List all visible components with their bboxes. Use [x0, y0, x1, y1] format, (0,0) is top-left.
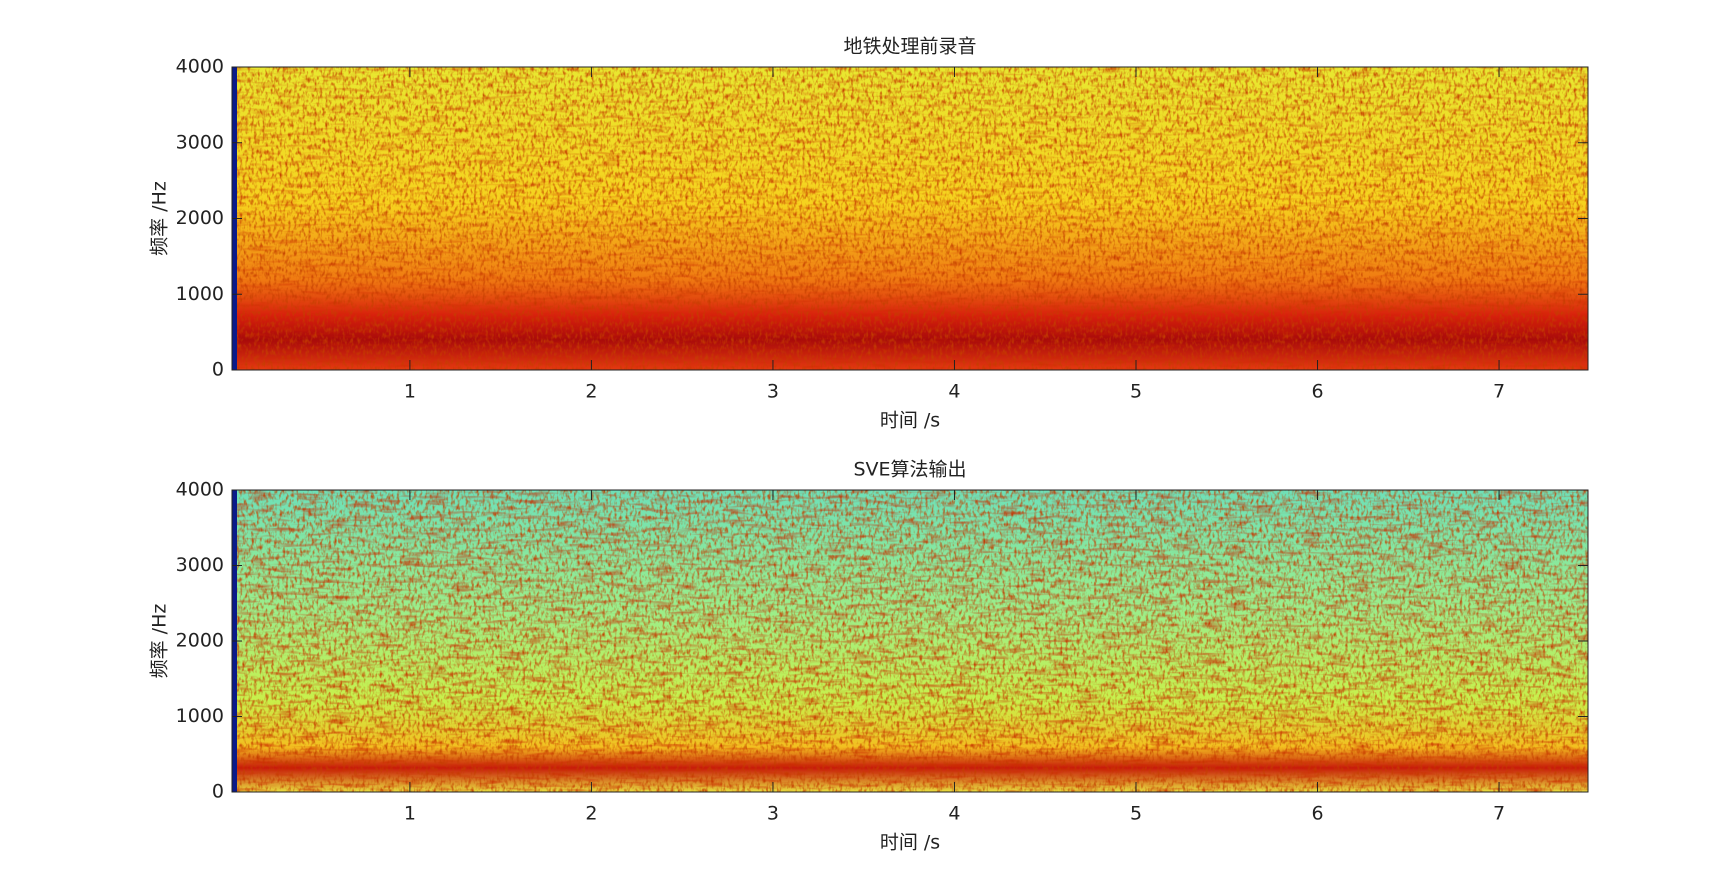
y-tick-label: 4000 — [176, 479, 224, 501]
y-tick-label: 1000 — [176, 705, 224, 727]
y-axis-label: 频率 /Hz — [149, 181, 171, 256]
y-axis-label: 频率 /Hz — [149, 604, 171, 679]
x-tick-label: 5 — [1130, 381, 1142, 403]
x-tick-label: 5 — [1130, 803, 1142, 825]
y-tick-label: 3000 — [176, 131, 224, 153]
y-tick-label: 2000 — [176, 630, 224, 652]
x-tick-label: 6 — [1311, 803, 1323, 825]
spectrogram-texture — [232, 490, 1588, 792]
y-tick-label: 2000 — [176, 207, 224, 229]
x-tick-label: 7 — [1493, 381, 1505, 403]
x-tick-label: 1 — [404, 803, 416, 825]
x-tick-label: 4 — [948, 381, 960, 403]
y-tick-label: 1000 — [176, 283, 224, 305]
y-tick-label: 0 — [212, 781, 224, 803]
y-tick-label: 4000 — [176, 56, 224, 78]
x-tick-label: 6 — [1311, 381, 1323, 403]
x-tick-label: 3 — [767, 381, 779, 403]
x-axis-label: 时间 /s — [880, 832, 940, 854]
x-axis-label: 时间 /s — [880, 410, 940, 432]
chart-title: SVE算法输出 — [853, 459, 966, 481]
x-tick-label: 2 — [585, 381, 597, 403]
chart-title: 地铁处理前录音 — [843, 36, 976, 58]
x-tick-label: 2 — [585, 803, 597, 825]
x-tick-label: 7 — [1493, 803, 1505, 825]
x-tick-label: 4 — [948, 803, 960, 825]
y-tick-label: 0 — [212, 359, 224, 381]
x-tick-label: 3 — [767, 803, 779, 825]
x-tick-label: 1 — [404, 381, 416, 403]
spectrogram-texture — [232, 67, 1588, 370]
y-tick-label: 3000 — [176, 554, 224, 576]
